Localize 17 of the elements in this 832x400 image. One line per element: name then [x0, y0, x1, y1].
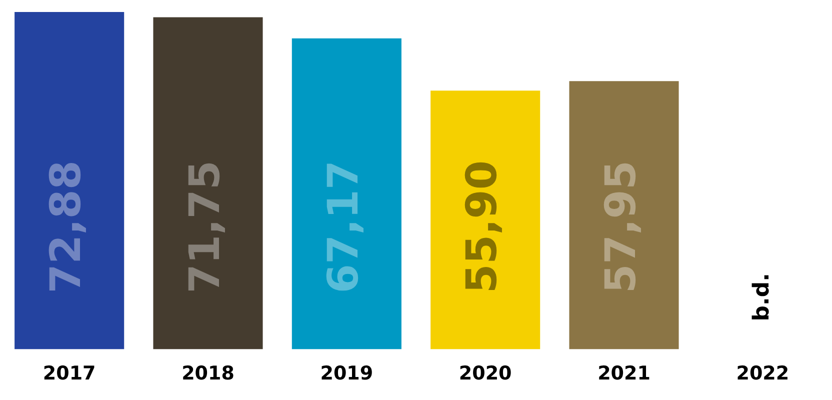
- x-tick-label: 2020: [458, 362, 512, 385]
- x-tick-label: 2018: [182, 362, 234, 385]
- x-tick-label: 2017: [42, 362, 96, 385]
- bar: [569, 81, 679, 350]
- data-label: 55,90: [457, 160, 506, 294]
- data-label: 71,75: [180, 160, 229, 294]
- bar: [430, 90, 540, 350]
- x-tick-label: 2019: [320, 362, 374, 385]
- x-tick-label: 2021: [598, 362, 650, 385]
- data-label: 72,88: [41, 160, 90, 294]
- data-label: 57,95: [596, 160, 645, 294]
- x-tick-label: 2022: [736, 362, 790, 385]
- bar: [14, 12, 124, 350]
- bar: [292, 38, 402, 350]
- text: b.d.: [749, 272, 774, 322]
- bar: [153, 17, 263, 350]
- data-label: 67,17: [318, 160, 368, 294]
